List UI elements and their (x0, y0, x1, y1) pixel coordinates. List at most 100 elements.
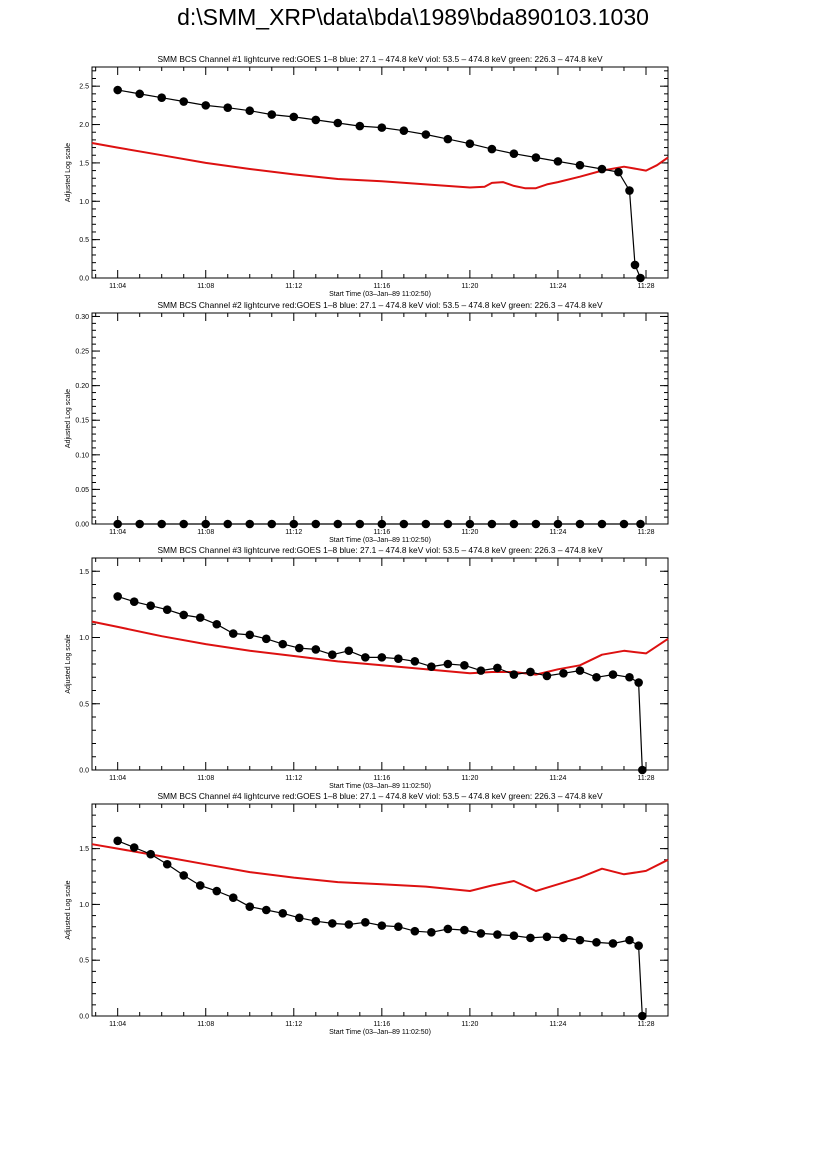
x-tick-label: 11:24 (549, 529, 566, 536)
data-point (228, 893, 238, 903)
y-tick-label: 0.0 (79, 276, 89, 283)
y-tick-label: 0.00 (75, 522, 89, 529)
y-tick-label: 1.0 (79, 902, 89, 909)
data-point (344, 920, 354, 929)
data-point (625, 186, 634, 195)
x-tick-label: 11:20 (461, 529, 478, 536)
x-tick-label: 11:24 (549, 775, 566, 782)
data-point (509, 931, 519, 940)
data-point (328, 650, 337, 660)
data-point (311, 519, 321, 529)
data-point (575, 666, 585, 675)
data-point (634, 941, 643, 951)
chart-panel-2: SMM BCS Channel #2 lightcurve red:GOES 1… (65, 300, 669, 544)
data-point (427, 662, 436, 671)
x-tick-label: 11:08 (197, 1021, 214, 1028)
data-point (223, 103, 233, 112)
data-point (575, 519, 585, 529)
x-tick-label: 11:20 (461, 1021, 478, 1028)
data-point (377, 123, 387, 132)
data-point (559, 668, 568, 678)
data-point (476, 666, 486, 675)
data-point (553, 519, 563, 529)
x-tick-label: 11:16 (373, 775, 390, 782)
data-point (179, 871, 189, 880)
data-point (608, 670, 618, 679)
data-point (443, 519, 453, 529)
data-point (443, 659, 453, 669)
data-point (113, 85, 122, 95)
data-point (509, 519, 519, 529)
data-point (399, 519, 409, 529)
data-point (487, 519, 497, 529)
data-point (625, 935, 634, 945)
data-point (636, 273, 645, 283)
x-tick-label: 11:04 (109, 1021, 126, 1028)
y-tick-label: 1.5 (79, 846, 89, 853)
data-point (608, 939, 618, 948)
page-title: d:\SMM_XRP\data\bda\1989\bda890103.1030 (177, 4, 649, 30)
data-point (597, 164, 607, 174)
data-point (634, 678, 643, 687)
data-point (394, 654, 403, 663)
data-point (113, 519, 122, 529)
x-tick-label: 11:28 (637, 1021, 654, 1028)
data-point (278, 909, 288, 918)
data-point (162, 605, 172, 614)
data-point (630, 260, 640, 270)
data-point (245, 519, 255, 529)
y-tick-label: 0.10 (75, 452, 89, 459)
data-point (377, 519, 387, 529)
data-point (542, 671, 552, 681)
data-point (361, 653, 370, 662)
data-point (113, 836, 122, 846)
data-point (625, 672, 634, 682)
y-tick-label: 0.5 (79, 701, 89, 708)
data-point (542, 932, 552, 942)
x-axis-label: Start Time (03–Jan–89 11:02:50) (329, 1029, 431, 1036)
data-point (592, 672, 601, 682)
y-tick-label: 0.5 (79, 237, 89, 244)
data-point (443, 134, 453, 144)
data-point (361, 917, 370, 927)
data-point (575, 160, 585, 170)
x-tick-label: 11:12 (285, 1021, 302, 1028)
data-point (179, 519, 189, 529)
data-point (245, 630, 255, 640)
bcs-series-line (117, 595, 643, 771)
data-point (113, 592, 122, 601)
x-tick-label: 11:24 (549, 283, 566, 290)
y-tick-label: 0.25 (75, 349, 89, 356)
data-point (179, 97, 189, 106)
x-tick-label: 11:04 (109, 283, 126, 290)
data-point (575, 935, 585, 945)
data-point (311, 645, 321, 654)
y-tick-label: 0.20 (75, 383, 89, 390)
x-tick-label: 11:04 (109, 529, 126, 536)
data-point (267, 519, 277, 529)
data-point (201, 101, 211, 110)
goes-series-line (91, 843, 669, 892)
x-tick-label: 11:28 (637, 529, 654, 536)
x-tick-label: 11:28 (637, 283, 654, 290)
data-point (638, 765, 647, 775)
data-point (201, 519, 211, 529)
x-axis-label: Start Time (03–Jan–89 11:02:50) (329, 291, 431, 298)
data-point (294, 913, 304, 923)
data-point (212, 619, 222, 629)
data-point (289, 112, 299, 122)
y-axis-label: Adjusted Log scale (65, 143, 72, 202)
x-axis-label: Start Time (03–Jan–89 11:02:50) (329, 783, 431, 790)
data-point (157, 519, 167, 529)
chart-panel-3: SMM BCS Channel #3 lightcurve red:GOES 1… (65, 545, 669, 790)
x-tick-label: 11:28 (637, 775, 654, 782)
y-tick-label: 0.0 (79, 1014, 89, 1021)
data-point (289, 519, 299, 529)
plot-frame (91, 312, 669, 525)
data-point (195, 881, 205, 890)
chart-title: SMM BCS Channel #2 lightcurve red:GOES 1… (157, 300, 602, 310)
data-point (465, 519, 475, 529)
data-point (278, 639, 288, 649)
data-point (531, 519, 541, 529)
data-point (179, 610, 189, 620)
